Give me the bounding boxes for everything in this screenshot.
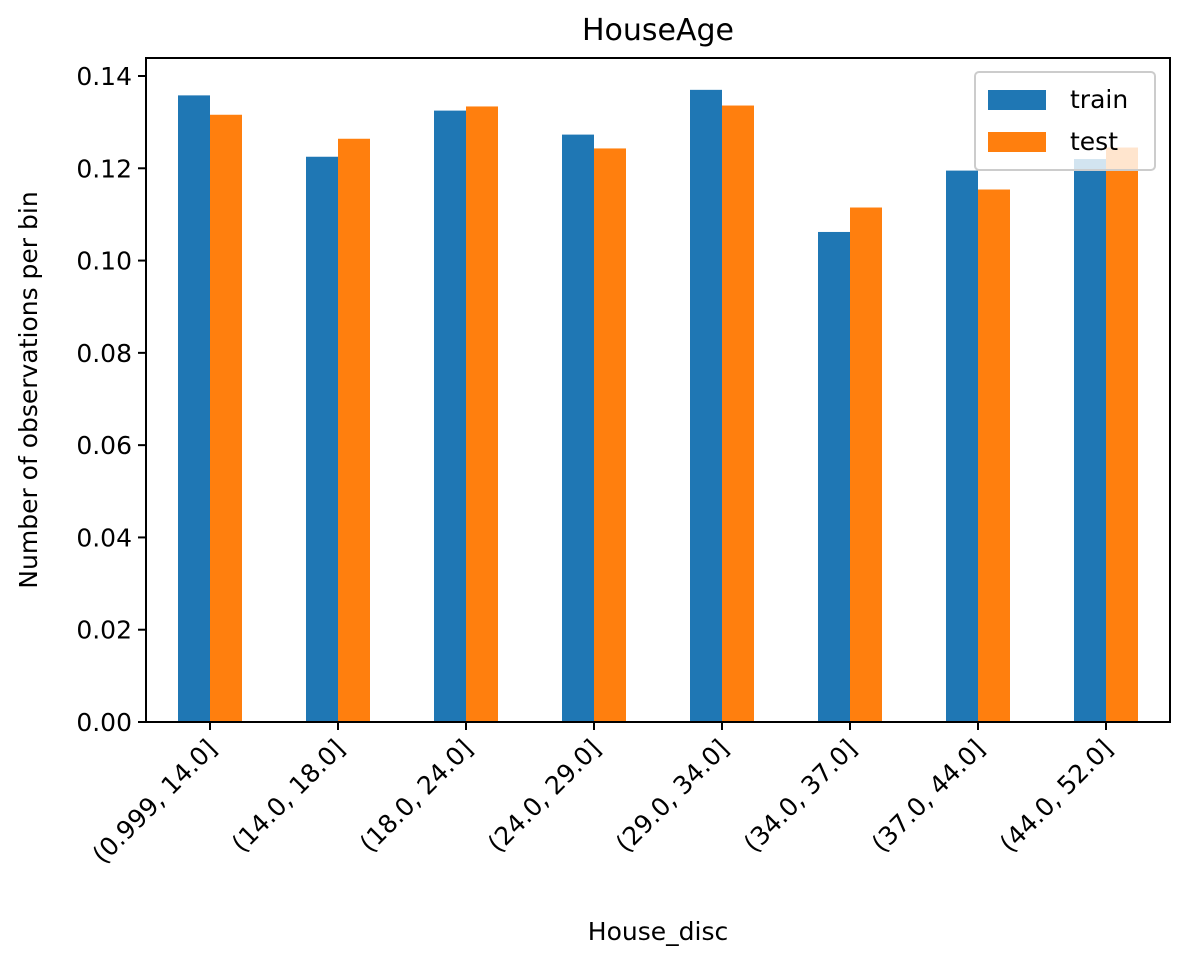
- bar-train-5: [818, 231, 850, 722]
- bar-train-6: [946, 170, 978, 723]
- bar-test-7: [1106, 147, 1138, 722]
- bar-train-2: [434, 110, 466, 723]
- bar-test-5: [850, 207, 882, 722]
- legend-label-test: test: [1070, 127, 1118, 156]
- y-tick-label: 0.04: [76, 523, 132, 552]
- x-tick-label: (29.0, 34.0]: [610, 734, 734, 858]
- y-tick-label: 0.12: [76, 154, 132, 183]
- x-tick-label: (0.999, 14.0]: [87, 734, 223, 870]
- x-axis-ticks: (0.999, 14.0] (14.0, 18.0] (18.0, 24.0] (24…: [87, 722, 1118, 870]
- y-tick-label: 0.10: [76, 247, 132, 276]
- bar-test-6: [978, 189, 1010, 723]
- bar-test-3: [594, 148, 626, 723]
- legend: train test: [974, 71, 1156, 171]
- legend-swatch-train: [988, 90, 1046, 110]
- y-tick-label: 0.06: [76, 431, 132, 460]
- y-axis-label: Number of observations per bin: [14, 191, 43, 588]
- x-tick-label: (34.0, 37.0]: [738, 734, 862, 858]
- y-tick-label: 0.02: [76, 616, 132, 645]
- bar-train-4: [690, 89, 722, 723]
- legend-label-train: train: [1070, 85, 1128, 114]
- x-tick-label: (14.0, 18.0]: [226, 734, 350, 858]
- bar-test-1: [338, 138, 370, 723]
- bar-train-1: [306, 156, 338, 722]
- x-tick-label: (24.0, 29.0]: [482, 734, 606, 858]
- x-axis-label: House_disc: [588, 917, 728, 946]
- y-tick-label: 0.00: [76, 708, 132, 737]
- x-tick-label: (18.0, 24.0]: [354, 734, 478, 858]
- y-axis-ticks: 0.00 0.02 0.04 0.06 0.08 0.10 0.12 0.14: [76, 62, 146, 737]
- y-tick-label: 0.08: [76, 339, 132, 368]
- x-tick-label: (44.0, 52.0]: [994, 734, 1118, 858]
- bar-test-2: [466, 106, 498, 722]
- bars-group: [178, 89, 1138, 723]
- bar-train-0: [178, 95, 210, 722]
- x-tick-label: (37.0, 44.0]: [866, 734, 990, 858]
- y-tick-label: 0.14: [76, 62, 132, 91]
- bar-train-7: [1074, 159, 1106, 723]
- legend-swatch-test: [988, 132, 1046, 152]
- bar-test-4: [722, 105, 754, 722]
- bar-test-0: [210, 114, 242, 722]
- plot-frame: [145, 57, 1171, 723]
- chart-title: HouseAge: [582, 13, 734, 48]
- bar-train-3: [562, 134, 594, 722]
